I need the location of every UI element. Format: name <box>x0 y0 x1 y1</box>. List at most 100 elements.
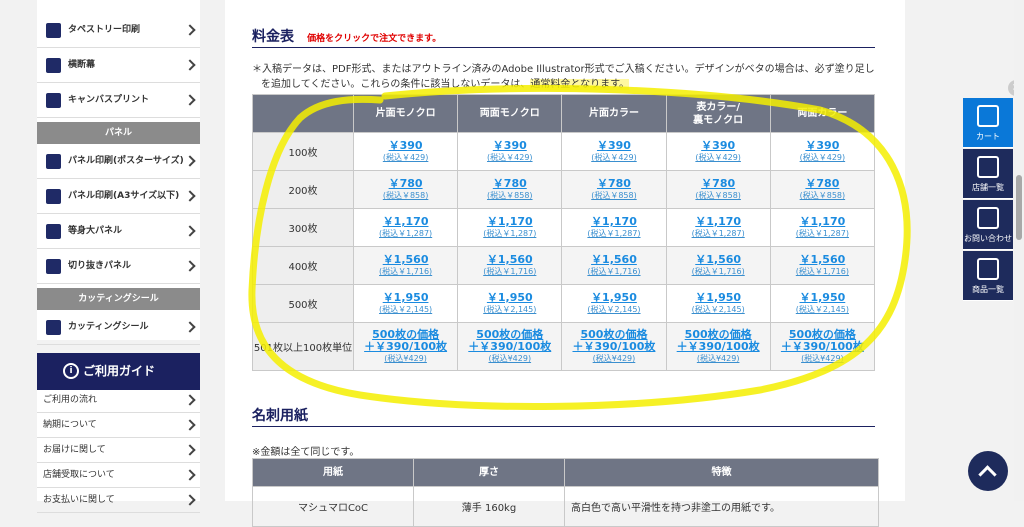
price-link[interactable]: ￥780 <box>388 177 423 190</box>
price-link[interactable]: ＋￥390/100枚 <box>676 340 760 353</box>
price-cell[interactable]: 500枚の価格 ＋￥390/100枚 (税込¥429) <box>352 322 459 371</box>
tax-price[interactable]: (税込￥1,287) <box>691 229 745 238</box>
price-link[interactable]: ￥1,170 <box>591 215 637 228</box>
menu-item[interactable]: パネル印刷(ポスターサイズ) <box>37 144 200 179</box>
price-link[interactable]: ￥1,950 <box>591 291 637 304</box>
tax-price[interactable]: (税込￥858) <box>591 191 637 200</box>
tax-price[interactable]: (税込￥2,145) <box>795 305 849 314</box>
tax-price[interactable]: (税込¥429) <box>696 354 740 363</box>
price-cell[interactable]: ￥780 (税込￥858) <box>665 170 771 209</box>
price-cell[interactable]: ￥1,950 (税込￥2,145) <box>352 284 459 323</box>
menu-item[interactable]: カッティングシール <box>37 310 200 345</box>
price-link[interactable]: 500枚の価格 <box>788 328 856 341</box>
price-cell[interactable]: ￥1,950 (税込￥2,145) <box>769 284 876 323</box>
tax-price[interactable]: (税込￥429) <box>695 153 741 162</box>
float-button[interactable]: 商品一覧 <box>963 251 1013 301</box>
tax-price[interactable]: (税込￥858) <box>695 191 741 200</box>
float-button[interactable]: カート <box>963 98 1013 148</box>
price-cell[interactable]: ￥780 (税込￥858) <box>561 170 667 209</box>
price-link[interactable]: ￥1,560 <box>695 253 742 266</box>
guide-item[interactable]: 納期について <box>37 413 200 438</box>
tax-price[interactable]: (税込￥858) <box>487 191 533 200</box>
price-link[interactable]: 500枚の価格 <box>372 328 440 341</box>
menu-item[interactable]: 等身大パネル <box>37 214 200 249</box>
guide-item[interactable]: ご利用の流れ <box>37 388 200 413</box>
tax-price[interactable]: (税込￥429) <box>591 153 637 162</box>
price-link[interactable]: ￥390 <box>492 139 527 152</box>
price-cell[interactable]: ￥390 (税込￥429) <box>665 132 771 171</box>
tax-price[interactable]: (税込￥858) <box>799 191 846 200</box>
price-cell[interactable]: ￥1,170 (税込￥1,287) <box>665 208 771 247</box>
price-link[interactable]: ￥1,560 <box>486 253 533 266</box>
menu-item[interactable]: パネル印刷(A3サイズ以下) <box>37 179 200 214</box>
price-cell[interactable]: ￥1,560 (税込￥1,716) <box>352 246 459 285</box>
tax-price[interactable]: (税込￥2,145) <box>379 305 433 314</box>
tax-price[interactable]: (税込¥429) <box>592 354 636 363</box>
tax-price[interactable]: (税込￥1,716) <box>483 267 537 276</box>
tax-price[interactable]: (税込￥2,145) <box>483 305 537 314</box>
price-link[interactable]: ＋￥390/100枚 <box>364 340 448 353</box>
price-link[interactable]: ￥1,560 <box>799 253 846 266</box>
price-link[interactable]: ￥1,950 <box>695 291 742 304</box>
price-link[interactable]: ￥780 <box>596 177 631 190</box>
price-link[interactable]: ￥780 <box>805 177 840 190</box>
price-link[interactable]: ＋￥390/100枚 <box>780 340 864 353</box>
price-link[interactable]: ￥1,170 <box>382 215 429 228</box>
tax-price[interactable]: (税込￥1,287) <box>483 229 537 238</box>
price-cell[interactable]: ￥1,170 (税込￥1,287) <box>352 208 459 247</box>
price-link[interactable]: ￥390 <box>596 139 631 152</box>
tax-price[interactable]: (税込￥1,716) <box>379 267 433 276</box>
price-link[interactable]: ￥1,560 <box>591 253 637 266</box>
price-link[interactable]: ￥780 <box>701 177 736 190</box>
price-link[interactable]: 500枚の価格 <box>476 328 544 341</box>
tax-price[interactable]: (税込￥1,287) <box>795 229 849 238</box>
tax-price[interactable]: (税込￥858) <box>382 191 429 200</box>
price-cell[interactable]: ￥1,560 (税込￥1,716) <box>769 246 876 285</box>
price-cell[interactable]: 500枚の価格 ＋￥390/100枚 (税込¥429) <box>561 322 667 371</box>
price-cell[interactable]: ￥1,170 (税込￥1,287) <box>457 208 563 247</box>
price-cell[interactable]: ￥1,560 (税込￥1,716) <box>457 246 563 285</box>
float-button[interactable]: お問い合わせ <box>963 200 1013 250</box>
menu-item[interactable]: 切り抜きパネル <box>37 249 200 284</box>
price-link[interactable]: ￥1,950 <box>799 291 846 304</box>
price-link[interactable]: ＋￥390/100枚 <box>468 340 552 353</box>
price-cell[interactable]: ￥1,560 (税込￥1,716) <box>665 246 771 285</box>
tax-price[interactable]: (税込￥429) <box>382 153 429 162</box>
menu-item[interactable]: タペストリー印刷 <box>37 13 200 48</box>
price-link[interactable]: ￥1,950 <box>486 291 533 304</box>
scroll-top-button[interactable] <box>968 451 1008 491</box>
price-link[interactable]: ＋￥390/100枚 <box>572 340 656 353</box>
tax-price[interactable]: (税込￥1,287) <box>587 229 641 238</box>
price-link[interactable]: ￥390 <box>388 139 423 152</box>
price-link[interactable]: ￥390 <box>805 139 840 152</box>
price-cell[interactable]: ￥390 (税込￥429) <box>352 132 459 171</box>
float-button[interactable]: 店舗一覧 <box>963 149 1013 199</box>
price-cell[interactable]: ￥1,950 (税込￥2,145) <box>665 284 771 323</box>
price-link[interactable]: ￥1,950 <box>382 291 429 304</box>
price-cell[interactable]: 500枚の価格 ＋￥390/100枚 (税込¥429) <box>665 322 771 371</box>
price-link[interactable]: 500枚の価格 <box>684 328 752 341</box>
menu-item[interactable]: キャンバスプリント <box>37 83 200 118</box>
price-cell[interactable]: 500枚の価格 ＋￥390/100枚 (税込¥429) <box>457 322 563 371</box>
price-cell[interactable]: ￥1,170 (税込￥1,287) <box>769 208 876 247</box>
tax-price[interactable]: (税込￥2,145) <box>587 305 641 314</box>
tax-price[interactable]: (税込￥1,287) <box>379 229 433 238</box>
price-link[interactable]: ￥780 <box>492 177 527 190</box>
price-cell[interactable]: ￥1,950 (税込￥2,145) <box>561 284 667 323</box>
price-link[interactable]: ￥1,170 <box>486 215 533 228</box>
tax-price[interactable]: (税込￥1,716) <box>587 267 641 276</box>
price-link[interactable]: 500枚の価格 <box>580 328 648 341</box>
price-cell[interactable]: ￥780 (税込￥858) <box>352 170 459 209</box>
price-cell[interactable]: ￥780 (税込￥858) <box>769 170 876 209</box>
tax-price[interactable]: (税込¥429) <box>801 354 844 363</box>
guide-item[interactable]: お届けに関して <box>37 438 200 463</box>
menu-item[interactable]: 横断幕 <box>37 48 200 83</box>
price-link[interactable]: ￥1,170 <box>799 215 846 228</box>
guide-item[interactable]: 店舗受取について <box>37 463 200 488</box>
price-cell[interactable]: ￥1,950 (税込￥2,145) <box>457 284 563 323</box>
price-cell[interactable]: ￥390 (税込￥429) <box>769 132 876 171</box>
tax-price[interactable]: (税込￥1,716) <box>795 267 849 276</box>
price-link[interactable]: ￥1,560 <box>382 253 429 266</box>
price-link[interactable]: ￥390 <box>701 139 736 152</box>
price-link[interactable]: ￥1,170 <box>695 215 742 228</box>
